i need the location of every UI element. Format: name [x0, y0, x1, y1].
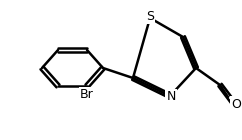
- Text: Br: Br: [80, 88, 94, 102]
- Text: S: S: [146, 10, 154, 23]
- Text: N: N: [166, 90, 176, 103]
- Text: O: O: [231, 97, 241, 110]
